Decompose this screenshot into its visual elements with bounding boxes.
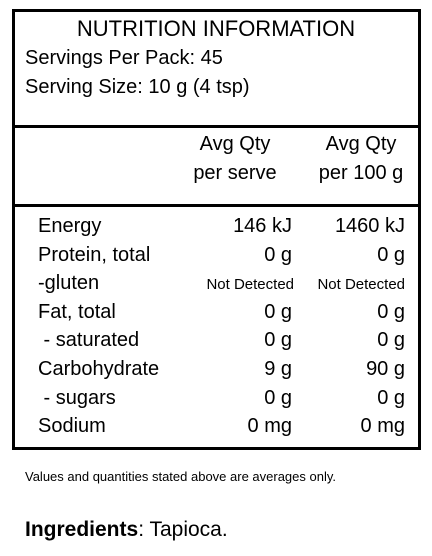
per-100g: 0 g <box>377 386 405 409</box>
per-100g: 0 g <box>377 243 405 266</box>
per-100g: 1460 kJ <box>334 215 405 237</box>
nutrient-name: Energy <box>38 215 102 237</box>
per-100g: Not Detected <box>317 276 405 294</box>
ingredients-text: : Tapioca. <box>138 518 228 541</box>
per-serve: 0 mg <box>247 415 292 438</box>
label-box <box>12 9 421 450</box>
per-serve: 0 g <box>264 243 292 266</box>
servings: Servings Per Pack: 45 <box>25 47 223 69</box>
nutrient-name: -gluten <box>38 272 100 295</box>
ingredients-label: Ingredients <box>25 518 139 541</box>
nutrient-name: Fat, total <box>38 300 116 323</box>
serving-size: Serving Size: 10 g (4 tsp) <box>25 76 250 98</box>
col-header: Avg Qty <box>325 133 397 155</box>
per-100g: 90 g <box>366 358 405 380</box>
nutrient-name: Protein, total <box>38 243 151 266</box>
per-serve: 9 g <box>264 358 292 380</box>
nutrient-name: - sugars <box>38 386 116 409</box>
per-100g: 0 g <box>377 329 405 352</box>
title: NUTRITION INFORMATION <box>76 16 356 41</box>
col-header: per serve <box>193 162 277 184</box>
per-100g: 0 mg <box>360 415 405 438</box>
col-header: per 100 g <box>318 162 404 184</box>
nutrient-name: Sodium <box>38 415 106 438</box>
per-serve: 146 kJ <box>233 215 292 237</box>
per-serve: 0 g <box>264 300 292 323</box>
divider <box>15 204 418 207</box>
ingredients: Ingredients: Tapioca. <box>25 518 228 542</box>
nutrient-name: - saturated <box>38 329 140 352</box>
nutrient-name: Carbohydrate <box>38 358 160 380</box>
col-header: Avg Qty <box>199 133 271 155</box>
divider <box>15 125 418 128</box>
footnote: Values and quantities stated above are a… <box>25 469 337 484</box>
per-serve: 0 g <box>264 329 292 352</box>
per-serve: 0 g <box>264 386 292 409</box>
per-100g: 0 g <box>377 300 405 323</box>
per-serve: Not Detected <box>206 276 294 294</box>
